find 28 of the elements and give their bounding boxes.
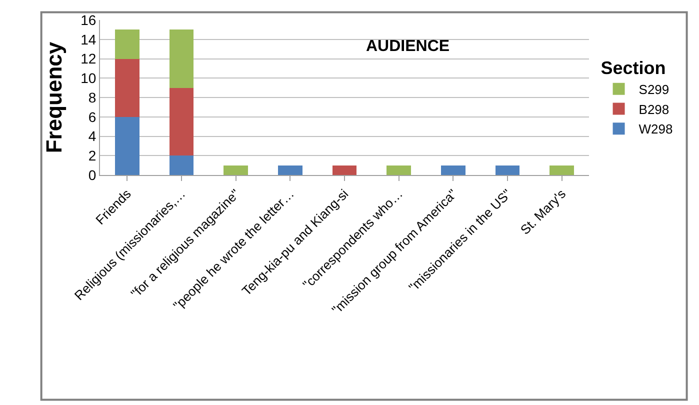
- text: AUDIENCE: [366, 38, 450, 55]
- legend-label: S299: [638, 82, 670, 97]
- y-tick-label: 10: [80, 70, 96, 86]
- bar: [114, 116, 140, 175]
- y-tick-label: 6: [88, 108, 96, 125]
- bar: [386, 165, 412, 175]
- legend-title: Section: [600, 58, 666, 78]
- bar: [169, 30, 194, 88]
- y-tick-label: 2: [88, 148, 96, 164]
- legend-label: W298: [638, 122, 673, 137]
- y-tick-label: 12: [80, 50, 96, 67]
- y-tick-label: 14: [80, 31, 96, 48]
- bar: [169, 156, 194, 175]
- y-tick-label: 0: [88, 166, 96, 183]
- bar: [114, 30, 140, 59]
- bar: [114, 58, 140, 117]
- bar: [550, 165, 574, 175]
- bar: [224, 165, 248, 175]
- y-tick-label: 16: [80, 12, 96, 28]
- bar: [278, 165, 302, 175]
- bar: [495, 165, 520, 175]
- y-tick-label: 4: [88, 128, 96, 144]
- bar: [332, 165, 357, 175]
- y-tick-label: 8: [88, 89, 96, 106]
- bar: [169, 88, 194, 156]
- y-axis-title: Frequency: [41, 41, 66, 154]
- legend-label: B298: [638, 102, 670, 117]
- bar: [440, 165, 466, 175]
